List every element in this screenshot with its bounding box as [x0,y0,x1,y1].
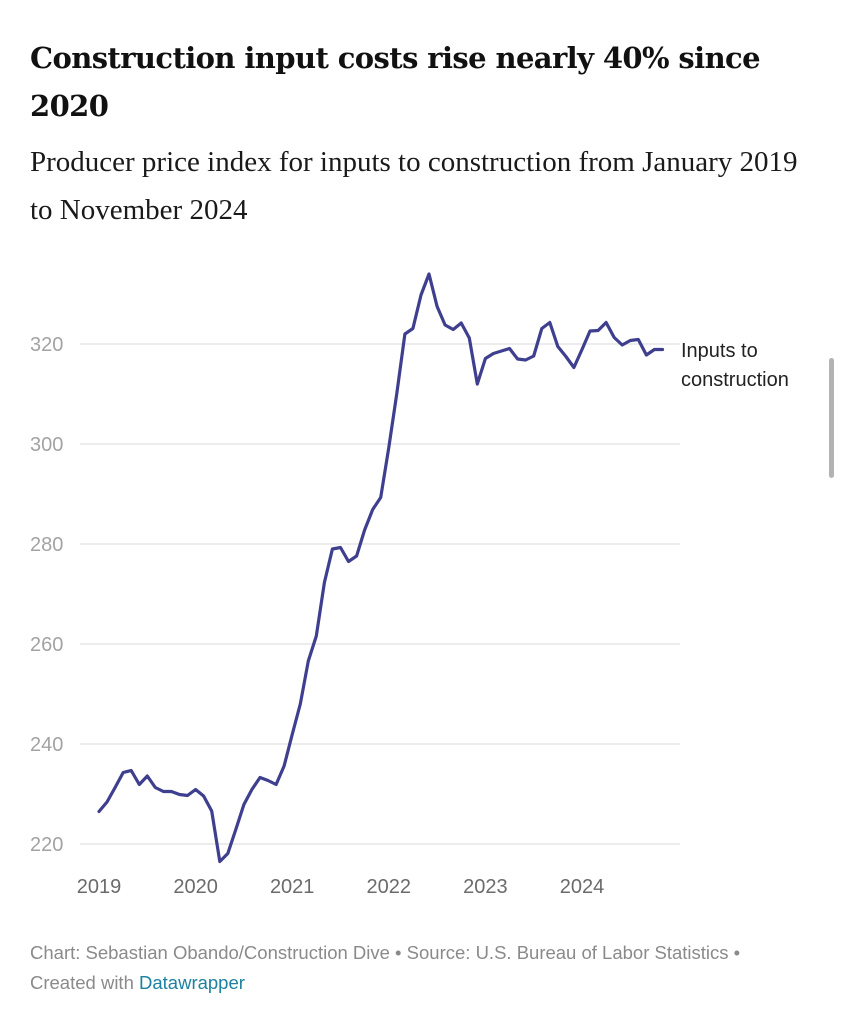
chart-subtitle: Producer price index for inputs to const… [30,146,798,226]
chart-title: Construction input costs rise nearly 40%… [30,41,761,123]
scrollbar[interactable] [829,358,834,478]
y-tick-label: 320 [30,334,63,356]
x-tick-label: 2024 [560,876,605,898]
datawrapper-link[interactable]: Datawrapper [139,972,245,993]
x-tick-label: 2021 [270,876,315,898]
x-axis: 2019 2020 2021 2022 2023 2024 [77,876,605,898]
y-axis: 220 240 260 280 300 320 [30,334,63,856]
series-layer [97,272,665,864]
series-label: Inputs to construction [681,340,789,391]
x-tick-label: 2019 [77,876,122,898]
x-tick-label: 2023 [463,876,508,898]
y-tick-label: 240 [30,734,63,756]
y-tick-label: 260 [30,634,63,656]
chart-footer: Chart: Sebastian Obando/Construction Div… [30,938,790,998]
y-tick-label: 300 [30,434,63,456]
series-label-line: construction [681,369,789,391]
series-line-inputs-to-construction [97,272,665,864]
series-label-line: Inputs to [681,340,758,362]
gridlines [80,343,680,845]
x-tick-label: 2022 [367,876,412,898]
footer-credit: Chart: Sebastian Obando/Construction Div… [30,942,741,993]
y-tick-label: 280 [30,534,63,556]
x-tick-label: 2020 [173,876,218,898]
y-tick-label: 220 [30,834,63,856]
